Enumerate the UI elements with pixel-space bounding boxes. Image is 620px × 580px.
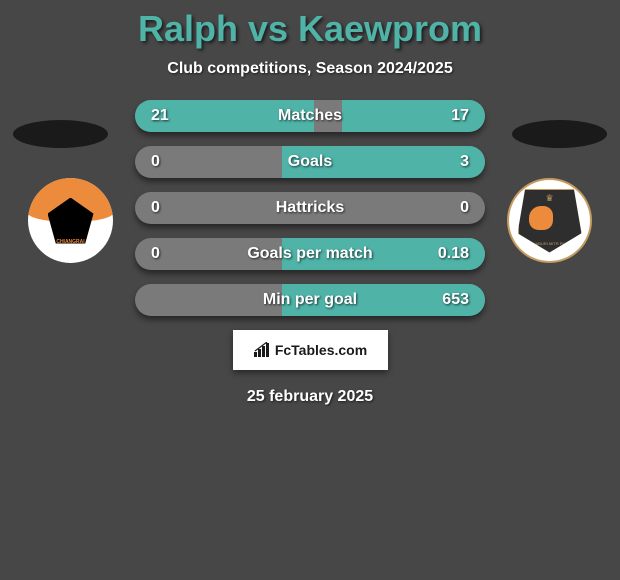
- brand-box: FcTables.com: [233, 330, 388, 370]
- stat-label: Min per goal: [183, 291, 437, 309]
- stat-row: 21Matches17: [135, 100, 485, 132]
- date-label: 25 february 2025: [0, 388, 620, 406]
- stats-table: 21Matches170Goals30Hattricks00Goals per …: [135, 100, 485, 316]
- stat-row: 0Hattricks0: [135, 192, 485, 224]
- chart-icon: [253, 342, 271, 358]
- brand-text: FcTables.com: [275, 342, 367, 358]
- stat-value-right: 0: [437, 199, 469, 217]
- player-marker-right: [512, 120, 607, 148]
- stat-value-right: 17: [437, 107, 469, 125]
- page-title: Ralph vs Kaewprom: [0, 0, 620, 50]
- stat-row: 0Goals3: [135, 146, 485, 178]
- club-badge-left: CHIANGRAI: [28, 178, 113, 263]
- club-badge-right-text: RATCHABURI MITR PHOL FC: [519, 241, 581, 246]
- stat-label: Matches: [183, 107, 437, 125]
- crown-icon: ♛: [545, 193, 553, 204]
- stat-row: 0Goals per match0.18: [135, 238, 485, 270]
- stat-value-left: 0: [151, 199, 183, 217]
- player-marker-left: [13, 120, 108, 148]
- lion-icon: [529, 206, 553, 230]
- stat-label: Hattricks: [183, 199, 437, 217]
- stat-label: Goals per match: [183, 245, 437, 263]
- club-badge-left-text: CHIANGRAI: [56, 239, 84, 245]
- stat-value-left: 21: [151, 107, 183, 125]
- stat-label: Goals: [183, 153, 437, 171]
- club-badge-right: ♛ RATCHABURI MITR PHOL FC: [507, 178, 592, 263]
- stat-value-right: 3: [437, 153, 469, 171]
- stat-value-right: 0.18: [437, 245, 469, 263]
- stat-value-left: 0: [151, 245, 183, 263]
- stat-value-left: 0: [151, 153, 183, 171]
- stat-value-right: 653: [437, 291, 469, 309]
- stat-row: Min per goal653: [135, 284, 485, 316]
- subtitle: Club competitions, Season 2024/2025: [0, 60, 620, 78]
